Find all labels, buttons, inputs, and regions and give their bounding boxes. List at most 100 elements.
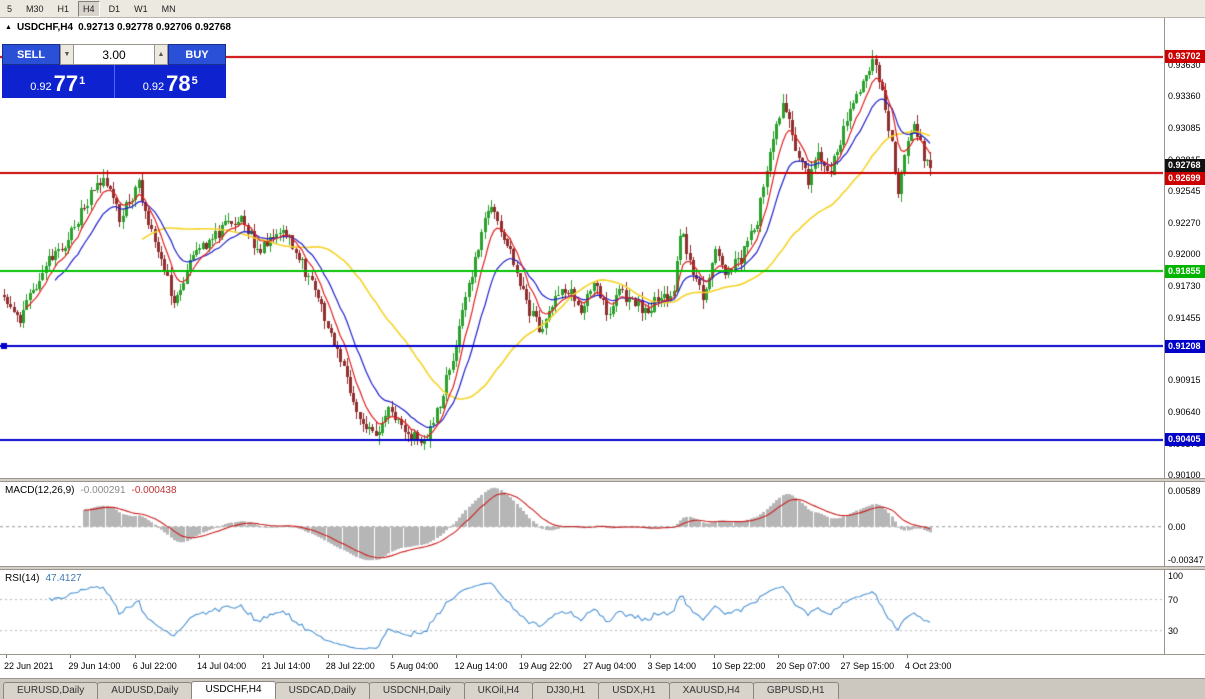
- date-tick: [842, 655, 844, 658]
- macd-indicator-canvas[interactable]: [0, 482, 1163, 566]
- sell-button[interactable]: SELL: [2, 44, 60, 65]
- price-axis-label: 0.90640: [1168, 407, 1201, 418]
- price-axis: 0.936300.933600.930850.928150.925450.922…: [1164, 18, 1205, 654]
- price-axis-label: 0.92000: [1168, 249, 1201, 260]
- price-axis-label: 0.93085: [1168, 123, 1201, 134]
- chart-tab-usdcad-daily[interactable]: USDCAD,Daily: [274, 682, 370, 699]
- rsi-value: 47.4127: [45, 573, 82, 584]
- buy-price-sup: 5: [191, 75, 198, 87]
- macd-panel-splitter[interactable]: [0, 478, 1205, 482]
- price-tag-0.92768: 0.92768: [1165, 158, 1205, 172]
- sell-price[interactable]: 0.92 77 1: [2, 65, 114, 98]
- chart-tab-ukoil-h4[interactable]: UKOil,H4: [463, 682, 534, 699]
- date-label: 6 Jul 22:00: [132, 661, 177, 671]
- volume-decrease-button[interactable]: ▼: [60, 44, 74, 65]
- rsi-axis-label: 100: [1168, 571, 1184, 582]
- chart-shift-icon: ▲: [5, 24, 12, 31]
- price-tag-0.91855: 0.91855: [1165, 264, 1205, 278]
- macd-signal-value: -0.000438: [131, 485, 177, 496]
- price-axis-label: 0.91455: [1168, 312, 1201, 323]
- macd-header: MACD(12,26,9) -0.000291 -0.000438: [5, 485, 177, 496]
- price-tag-0.93702: 0.93702: [1165, 50, 1205, 64]
- date-tick: [520, 655, 522, 658]
- volume-increase-button[interactable]: ▲: [154, 44, 168, 65]
- date-tick: [906, 655, 908, 658]
- rsi-label: RSI(14): [5, 573, 40, 584]
- rsi-panel-splitter[interactable]: [0, 566, 1205, 570]
- buy-price-main: 0.92: [142, 81, 165, 93]
- timeframe-button-w1[interactable]: W1: [134, 3, 148, 14]
- price-axis-label: 0.90915: [1168, 375, 1201, 386]
- chart-ohlc-values: 0.92713 0.92778 0.92706 0.92768: [78, 22, 231, 33]
- date-label: 5 Aug 04:00: [390, 661, 439, 671]
- date-label: 29 Jun 14:00: [68, 661, 121, 671]
- trade-controls-row: SELL ▼ 3.00 ▲ BUY: [2, 44, 226, 65]
- price-tag-0.91208: 0.91208: [1165, 339, 1205, 353]
- date-tick: [199, 655, 201, 658]
- macd-axis-label: 0.00589: [1168, 486, 1201, 496]
- chart-tab-usdx-h1[interactable]: USDX,H1: [598, 682, 670, 699]
- chart-tab-audusd-daily[interactable]: AUDUSD,Daily: [97, 682, 193, 699]
- price-axis-label: 0.92270: [1168, 218, 1201, 229]
- chart-tab-usdcnh-daily[interactable]: USDCNH,Daily: [368, 682, 465, 699]
- rsi-header: RSI(14) 47.4127: [5, 573, 82, 584]
- buy-button[interactable]: BUY: [168, 44, 226, 65]
- chart-tab-dj30-h1[interactable]: DJ30,H1: [532, 682, 600, 699]
- timeframe-button-h1[interactable]: H1: [57, 3, 70, 14]
- date-tick: [327, 655, 329, 658]
- trade-prices-row: 0.92 77 1 0.92 78 5: [2, 65, 226, 98]
- date-tick: [392, 655, 394, 658]
- date-tick: [649, 655, 651, 658]
- rsi-axis-label: 70: [1168, 594, 1179, 605]
- date-tick: [70, 655, 72, 658]
- spinner-down-icon: ▼: [63, 51, 71, 58]
- chart-title: ▲ USDCHF,H4 0.92713 0.92778 0.92706 0.92…: [5, 22, 231, 33]
- timeframe-button-5[interactable]: 5: [7, 3, 13, 14]
- volume-input[interactable]: 3.00: [74, 44, 154, 65]
- price-axis-label: 0.93630: [1168, 60, 1201, 71]
- date-label: 28 Jul 22:00: [325, 661, 375, 671]
- timeframe-button-h4[interactable]: H4: [78, 0, 100, 17]
- date-tick: [713, 655, 715, 658]
- timeframe-button-d1[interactable]: D1: [108, 3, 121, 14]
- sell-price-sup: 1: [79, 75, 86, 87]
- price-axis-label: 0.92545: [1168, 186, 1201, 197]
- chart-tab-eurusd-daily[interactable]: EURUSD,Daily: [3, 682, 99, 699]
- chart-window: ▲ USDCHF,H4 0.92713 0.92778 0.92706 0.92…: [0, 18, 1205, 678]
- timeframe-button-m30[interactable]: M30: [26, 3, 44, 14]
- one-click-trade-panel: SELL ▼ 3.00 ▲ BUY 0.92 77 1 0.92 78: [2, 44, 226, 98]
- chart-tab-xauusd-h4[interactable]: XAUUSD,H4: [668, 682, 754, 699]
- macd-axis-label: -0.00347: [1168, 555, 1204, 565]
- date-tick: [456, 655, 458, 658]
- date-tick: [263, 655, 265, 658]
- date-tick: [778, 655, 780, 658]
- sell-price-big: 77: [53, 71, 79, 96]
- date-label: 19 Aug 22:00: [518, 661, 572, 671]
- buy-price[interactable]: 0.92 78 5: [113, 65, 227, 98]
- date-label: 21 Jul 14:00: [261, 661, 311, 671]
- price-tag-0.90405: 0.90405: [1165, 433, 1205, 447]
- chart-tabs-bar: EURUSD,Daily AUDUSD,Daily USDCHF,H4 USDCAD,…: [0, 678, 1205, 699]
- date-tick: [134, 655, 136, 658]
- date-label: 3 Sep 14:00: [647, 661, 697, 671]
- chart-tab-gbpusd-h1[interactable]: GBPUSD,H1: [752, 682, 839, 699]
- date-tick: [585, 655, 587, 658]
- date-label: 14 Jul 04:00: [197, 661, 247, 671]
- date-label: 4 Oct 23:00: [904, 661, 952, 671]
- date-label: 12 Aug 14:00: [454, 661, 508, 671]
- date-label: 22 Jun 2021: [4, 661, 54, 671]
- date-tick: [6, 655, 7, 658]
- price-tag-0.92699: 0.92699: [1165, 171, 1205, 185]
- price-axis-label: 0.93360: [1168, 91, 1201, 102]
- macd-axis-label: 0.00: [1168, 521, 1186, 532]
- date-label: 27 Aug 04:00: [583, 661, 637, 671]
- spinner-up-icon: ▲: [157, 51, 165, 58]
- price-axis-label: 0.91730: [1168, 280, 1201, 291]
- price-axis-label: 0.90100: [1168, 470, 1201, 481]
- chart-tab-usdchf-h4[interactable]: USDCHF,H4: [191, 681, 276, 699]
- timeframe-button-mn[interactable]: MN: [161, 3, 176, 14]
- timeframe-toolbar: 5 M30 H1 H4 D1 W1 MN: [0, 0, 1205, 18]
- macd-main-value: -0.000291: [80, 485, 126, 496]
- rsi-indicator-canvas[interactable]: [0, 570, 1163, 654]
